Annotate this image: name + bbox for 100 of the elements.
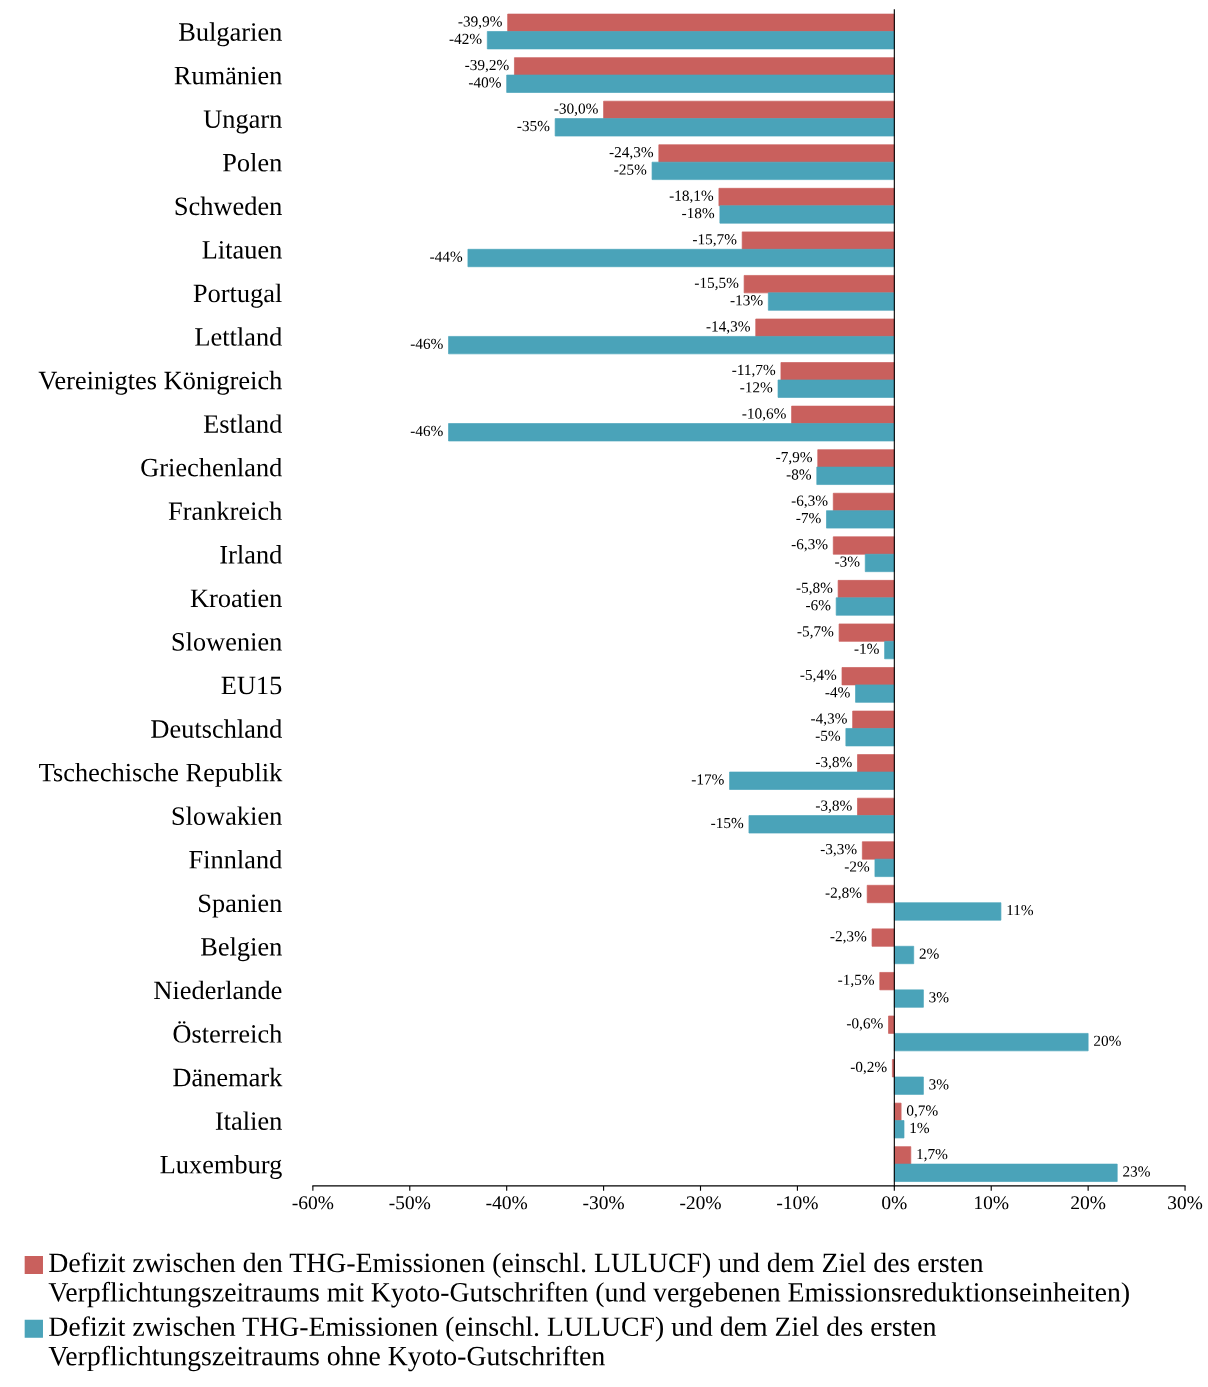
data-label: 11% bbox=[1007, 904, 1034, 916]
data-label: -18% bbox=[682, 207, 715, 219]
y-tick-label: Vereinigtes Königreich bbox=[38, 370, 282, 395]
bar bbox=[514, 57, 895, 76]
data-label: -0,2% bbox=[850, 1061, 887, 1075]
bar bbox=[893, 1102, 902, 1121]
bar bbox=[893, 1120, 905, 1139]
data-label: -6,3% bbox=[791, 539, 828, 552]
x-tick-label: 10% bbox=[975, 1196, 1009, 1210]
y-tick-label: Bulgarien bbox=[179, 22, 282, 47]
y-tick-label: Frankreich bbox=[168, 501, 282, 521]
data-label: -5,7% bbox=[797, 626, 834, 639]
bar bbox=[893, 902, 1002, 921]
data-label: -1,5% bbox=[838, 974, 875, 988]
bar bbox=[741, 231, 895, 250]
y-tick-label: Ungarn bbox=[203, 110, 282, 134]
bar bbox=[767, 292, 895, 311]
y-tick-label: Finnland bbox=[189, 850, 282, 869]
bar bbox=[729, 771, 895, 790]
data-label: -0,6% bbox=[846, 1018, 883, 1031]
bar bbox=[837, 580, 895, 599]
data-label: -2% bbox=[844, 861, 870, 872]
y-tick-label: Irland bbox=[220, 545, 282, 564]
bar bbox=[838, 623, 895, 642]
bar bbox=[893, 1163, 1118, 1182]
x-tick-label: -50% bbox=[389, 1196, 431, 1210]
bar bbox=[719, 205, 895, 224]
data-label: -5% bbox=[815, 730, 841, 742]
y-tick-label: Litauen bbox=[202, 240, 282, 259]
data-label: -39,9% bbox=[458, 16, 502, 29]
bar bbox=[486, 31, 895, 50]
data-label: -3,8% bbox=[815, 756, 852, 770]
bar bbox=[743, 275, 895, 294]
x-tick-label: 20% bbox=[1071, 1196, 1106, 1210]
data-label: -46% bbox=[410, 425, 443, 437]
data-label: -4,3% bbox=[811, 713, 847, 726]
bar bbox=[888, 1015, 895, 1034]
data-label: -3% bbox=[835, 556, 860, 567]
data-label: -18,1% bbox=[669, 190, 714, 204]
bar bbox=[864, 553, 895, 573]
bar bbox=[506, 74, 895, 93]
bar bbox=[603, 100, 895, 119]
data-label: -7,9% bbox=[776, 451, 813, 465]
bar bbox=[835, 597, 895, 616]
bar bbox=[841, 667, 895, 686]
y-tick-label: Slowenien bbox=[172, 632, 282, 651]
bar bbox=[857, 797, 895, 816]
data-label: -30,0% bbox=[554, 103, 598, 116]
bar bbox=[780, 362, 895, 381]
bar bbox=[816, 466, 895, 485]
y-tick-label: Rumänien bbox=[174, 66, 282, 85]
data-label: -39,2% bbox=[465, 59, 509, 73]
bar bbox=[832, 536, 895, 555]
data-label: -5,8% bbox=[796, 582, 833, 596]
bar bbox=[448, 336, 895, 355]
data-label: 0,7% bbox=[906, 1105, 938, 1118]
data-label: -11,7% bbox=[732, 364, 776, 378]
bar bbox=[817, 449, 895, 468]
data-label: 20% bbox=[1094, 1035, 1121, 1046]
x-tick-label: -60% bbox=[292, 1196, 334, 1210]
y-tick-label: Deutschland bbox=[151, 719, 282, 738]
data-label: -40% bbox=[468, 77, 501, 88]
x-tick-label: 0% bbox=[882, 1196, 907, 1210]
data-label: -24,3% bbox=[609, 146, 654, 160]
bar bbox=[884, 641, 895, 660]
data-label: -15% bbox=[711, 817, 744, 829]
data-label: -44% bbox=[430, 251, 463, 262]
bar bbox=[866, 884, 895, 904]
data-label: 3% bbox=[929, 1079, 949, 1090]
data-label: -12% bbox=[740, 382, 773, 393]
bar bbox=[554, 118, 895, 137]
data-label: -25% bbox=[614, 164, 647, 175]
bar bbox=[718, 187, 895, 207]
data-label: -7% bbox=[796, 512, 821, 524]
y-tick-label: Griechenland bbox=[141, 457, 282, 477]
data-label: -2,3% bbox=[830, 931, 867, 944]
bar bbox=[893, 1076, 924, 1095]
bar bbox=[791, 405, 895, 424]
bar bbox=[855, 684, 895, 703]
bar bbox=[879, 972, 895, 991]
bar bbox=[755, 318, 895, 337]
bar bbox=[893, 945, 915, 965]
y-tick-label: Belgien bbox=[200, 937, 282, 962]
y-tick-label: Portugal bbox=[193, 283, 282, 308]
bar bbox=[871, 928, 895, 947]
x-tick-label: -40% bbox=[486, 1196, 528, 1210]
y-tick-label: Polen bbox=[222, 153, 282, 172]
y-tick-label: Dänemark bbox=[173, 1067, 283, 1087]
data-label: -3,8% bbox=[815, 800, 852, 813]
data-label: -3,3% bbox=[820, 843, 857, 857]
data-label: -5,4% bbox=[800, 669, 837, 683]
x-tick-label: -30% bbox=[583, 1196, 624, 1210]
data-label: -8% bbox=[786, 469, 812, 480]
bar bbox=[861, 841, 895, 860]
y-tick-label: Österreich bbox=[173, 1021, 282, 1043]
bar bbox=[748, 815, 895, 834]
bar bbox=[845, 728, 895, 747]
x-tick-label: 30% bbox=[1168, 1196, 1203, 1210]
y-tick-label: Italien bbox=[215, 1111, 282, 1130]
bar bbox=[777, 379, 895, 398]
